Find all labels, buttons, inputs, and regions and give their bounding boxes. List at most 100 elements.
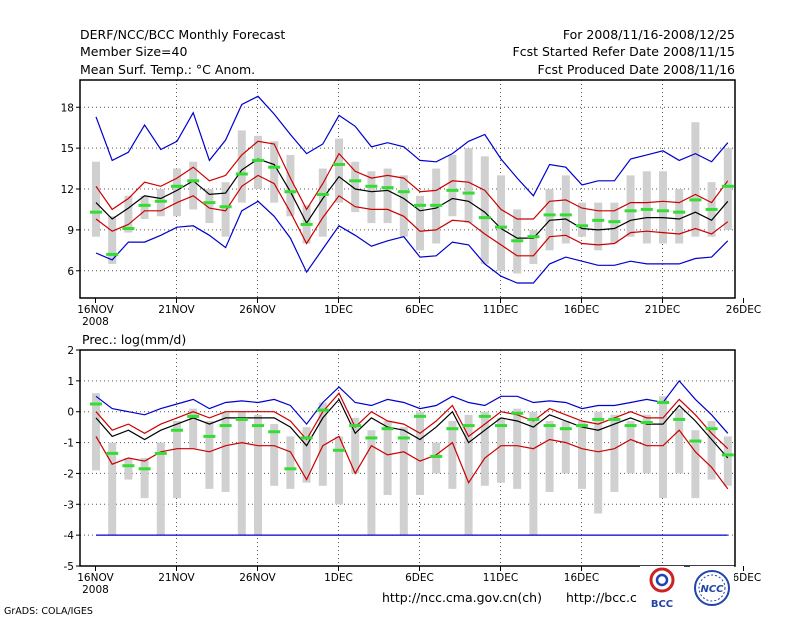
- precip-median-mark: [673, 417, 686, 421]
- header-period: For 2008/11/16-2008/12/25: [563, 27, 735, 42]
- precip-median-mark: [138, 467, 151, 471]
- precip-range-bar: [594, 411, 603, 514]
- temp-range-bar: [464, 148, 473, 224]
- temp-median-mark: [219, 205, 232, 209]
- bcc-logo-text: BCC: [651, 599, 673, 610]
- temp-range-bar: [578, 202, 586, 237]
- precip-median-mark: [333, 448, 345, 452]
- temp-range-bar: [675, 189, 684, 244]
- temp-median-mark: [138, 203, 151, 207]
- precip-range-bar: [302, 427, 311, 483]
- precip-median-mark: [511, 411, 524, 415]
- precip-x-tick-label: 1DEC: [324, 572, 353, 584]
- precip-range-bar: [318, 402, 327, 486]
- precip-median-mark: [365, 436, 378, 440]
- precip-range-bar: [92, 393, 100, 471]
- temp-median-mark: [154, 199, 167, 203]
- temp-median-mark: [543, 213, 556, 217]
- precip-median-mark: [397, 436, 410, 440]
- precip-median-mark: [349, 424, 362, 428]
- precip-median-mark: [559, 427, 572, 431]
- temp-range-bar: [626, 175, 635, 237]
- precip-range-bar: [286, 436, 295, 489]
- precip-y-tick-label: 0: [67, 407, 74, 419]
- precip-range-bar: [367, 430, 376, 536]
- precip-range-bar: [707, 420, 716, 480]
- footer-url-ncc[interactable]: http://ncc.cma.gov.cn(ch): [382, 590, 542, 605]
- temp-min-line: [95, 200, 729, 284]
- header-title: DERF/NCC/BCC Monthly Forecast: [80, 27, 285, 42]
- temp-median-mark: [349, 179, 362, 183]
- precip-x-tick-label: 6DEC: [405, 572, 434, 584]
- precip-range-bar: [626, 420, 635, 474]
- temp-median-mark: [721, 184, 734, 188]
- precip-median-mark: [122, 464, 135, 468]
- temp-mean-minus-sd-line: [95, 174, 729, 257]
- precip-range-bar: [659, 396, 667, 499]
- temp-range-bar: [318, 168, 327, 237]
- header-started-date: Fcst Started Refer Date 2008/11/15: [513, 44, 736, 59]
- precip-ensemble-mean-line: [95, 398, 729, 459]
- temp-range-bar: [383, 168, 392, 224]
- temp-ensemble-mean-line: [95, 158, 729, 239]
- temp-median-mark: [689, 198, 702, 202]
- temp-median-mark: [268, 165, 281, 169]
- temp-median-mark: [592, 218, 605, 222]
- precip-median-mark: [106, 451, 119, 455]
- temp-range-bar: [254, 135, 262, 189]
- precip-range-bar: [124, 458, 133, 480]
- temp-x-tick-label: 26NOV: [239, 304, 276, 316]
- temp-median-mark: [495, 225, 507, 229]
- temp-x-tick-label: 6DEC: [405, 304, 434, 316]
- precip-median-mark: [430, 454, 443, 458]
- precip-range-bar: [464, 414, 473, 536]
- temp-range-bar: [529, 229, 538, 264]
- temp-median-mark: [608, 220, 621, 224]
- temp-x-tick-label: 16DEC: [564, 304, 599, 316]
- precip-panel: -5 -4 -3 -2 -1 0 1 2 16NOV 21NOV 26NOV 1DEC 6DEC 11D…: [64, 345, 762, 596]
- precip-range-bar: [497, 417, 505, 483]
- temp-y-tick-label: 9: [67, 225, 74, 237]
- temp-range-bar: [691, 122, 700, 237]
- header-variable: Mean Surf. Temp.: °C Anom.: [80, 62, 255, 77]
- temp-range-bar: [237, 130, 246, 203]
- precip-median-mark: [414, 414, 426, 418]
- temp-median-mark: [511, 239, 524, 243]
- precip-range-bar: [335, 436, 343, 505]
- precip-range-bar: [140, 458, 149, 499]
- temp-y-tick-label: 12: [61, 184, 74, 196]
- temp-range-bar: [140, 195, 149, 219]
- precip-range-bar: [691, 430, 700, 499]
- precip-range-bar: [642, 414, 651, 474]
- precip-x-tick-label: 11DEC: [483, 572, 518, 584]
- temperature-median-marks: [90, 158, 734, 256]
- precip-median-mark: [219, 424, 232, 428]
- precip-x-tick-label: 26NOV: [239, 572, 276, 584]
- temp-range-bar: [189, 161, 198, 210]
- temp-x-tick-label: 16NOV: [77, 304, 114, 316]
- precip-range-bar: [383, 420, 392, 496]
- precip-range-bar: [432, 442, 441, 474]
- precip-range-bar: [480, 411, 489, 486]
- temp-range-bar: [561, 175, 570, 244]
- temp-range-bar: [545, 189, 554, 251]
- temperature-y-ticks: 6 9 12 15 18: [61, 102, 80, 278]
- temp-x-tick-label: 1DEC: [324, 304, 353, 316]
- precip-range-bars: [92, 393, 732, 536]
- footer-url-bcc[interactable]: http://bcc.c: [566, 590, 637, 605]
- precip-range-bar: [270, 424, 279, 486]
- temp-y-tick-label: 18: [61, 102, 74, 114]
- precip-y-tick-label: -2: [64, 468, 74, 480]
- precip-range-bar: [723, 436, 732, 486]
- temp-x-tick-label: 26DEC: [726, 304, 761, 316]
- precip-range-bar: [675, 408, 684, 474]
- precip-x-tick-label: 26DEC: [726, 572, 761, 584]
- temp-x-tick-label: 11DEC: [483, 304, 518, 316]
- precip-range-bar: [205, 420, 214, 489]
- precip-x-tick-label: 16DEC: [564, 572, 599, 584]
- temp-median-mark: [300, 222, 313, 226]
- precip-median-mark: [689, 439, 702, 443]
- temp-range-bar: [594, 202, 603, 251]
